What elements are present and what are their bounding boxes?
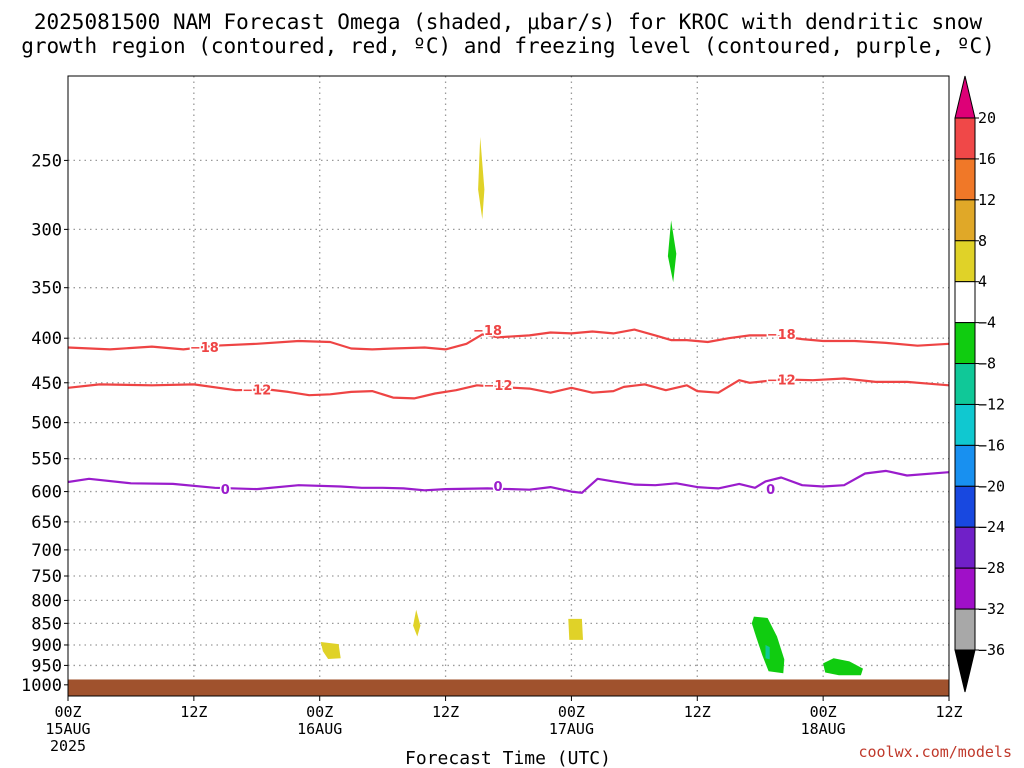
chart-title-line-1: 2025081500 NAM Forecast Omega (shaded, μ… xyxy=(34,10,983,34)
contour-labels: −18 −18 −18 −12 −12 −12 0 0 0 xyxy=(188,323,797,500)
colorbar-label: −8 xyxy=(978,355,996,373)
colorbar-band xyxy=(954,363,976,405)
contour-line xyxy=(68,328,949,351)
colorbar-band xyxy=(954,199,976,242)
y-tick-label: 1000 xyxy=(21,676,62,696)
credit-text: coolwx.com/models xyxy=(858,743,1012,761)
plot-frame xyxy=(67,75,950,697)
omega-region xyxy=(568,618,583,640)
colorbar-top-arrow xyxy=(954,75,976,119)
chart-title-line-2: growth region (contoured, red, ºC) and f… xyxy=(21,34,995,58)
omega-region xyxy=(413,609,421,637)
colorbar-band xyxy=(954,526,976,569)
ground-fill xyxy=(68,679,949,696)
colorbar-band xyxy=(954,485,976,528)
y-tick-label: 250 xyxy=(31,151,62,171)
colorbar-label: 4 xyxy=(978,273,987,291)
omega-region xyxy=(751,616,785,674)
contour-label: 0 xyxy=(221,483,230,498)
x-tick-label: 12Z xyxy=(684,703,711,721)
colorbar-band xyxy=(954,403,976,446)
colorbar-band xyxy=(954,322,976,365)
y-tick-label: 400 xyxy=(31,329,62,349)
y-tick-label: 750 xyxy=(31,567,62,587)
contour-label: −12 xyxy=(242,384,271,399)
y-axis-ticks: 2503003504004505005506006507007508008509… xyxy=(21,151,68,696)
y-tick-label: 350 xyxy=(31,279,62,299)
colorbar-band xyxy=(954,158,976,201)
colorbar: 20 16 12 8 4 −4 −8 −12 −16 −20 −24 −28 −32 −36 xyxy=(954,75,1005,693)
x-tick-label: 12Z xyxy=(180,703,207,721)
colorbar-label: −12 xyxy=(978,395,1005,413)
x-tick-label: 12Z xyxy=(432,703,459,721)
colorbar-label: −28 xyxy=(978,559,1005,577)
x-tick-label: 12Z xyxy=(935,703,962,721)
colorbar-label: −32 xyxy=(978,600,1005,618)
contour-label: −18 xyxy=(190,341,219,356)
y-tick-label: 950 xyxy=(31,656,62,676)
x-tick-label: 00Z xyxy=(54,703,81,721)
x-tick-label: 15AUG xyxy=(45,720,90,738)
y-tick-label: 650 xyxy=(31,513,62,533)
ground-terrain xyxy=(68,679,949,696)
contour-label: −12 xyxy=(484,379,513,394)
colorbar-label: −24 xyxy=(978,518,1005,536)
colorbar-band xyxy=(954,567,976,610)
colorbar-label: −36 xyxy=(978,641,1005,659)
colorbar-label: 12 xyxy=(978,191,996,209)
colorbar-label: 20 xyxy=(978,109,996,127)
contour-line xyxy=(68,377,949,400)
contour-label: 0 xyxy=(766,483,775,498)
x-tick-label: 17AUG xyxy=(549,720,594,738)
x-tick-label: 16AUG xyxy=(297,720,342,738)
colorbar-band xyxy=(954,608,976,651)
temperature-contours xyxy=(68,328,949,494)
colorbar-label: −4 xyxy=(978,314,996,332)
colorbar-band xyxy=(954,240,976,283)
x-tick-label: 2025 xyxy=(50,737,86,755)
colorbar-label: −16 xyxy=(978,436,1005,454)
omega-shading xyxy=(320,137,863,676)
y-tick-label: 450 xyxy=(31,374,62,394)
colorbar-label: −20 xyxy=(978,477,1005,495)
contour-line xyxy=(68,469,949,494)
omega-region xyxy=(765,645,770,660)
colorbar-bottom-arrow xyxy=(954,649,976,693)
y-tick-label: 300 xyxy=(31,220,62,240)
contour-label: 0 xyxy=(493,480,502,495)
x-tick-label: 18AUG xyxy=(801,720,846,738)
chart-title: 2025081500 NAM Forecast Omega (shaded, μ… xyxy=(21,10,995,58)
x-tick-label: 00Z xyxy=(810,703,837,721)
colorbar-band xyxy=(954,444,976,487)
contour-label: −12 xyxy=(767,374,796,389)
omega-region xyxy=(823,658,863,676)
contour-label: −18 xyxy=(767,328,796,343)
colorbar-band xyxy=(954,117,976,160)
y-tick-label: 550 xyxy=(31,450,62,470)
x-tick-label: 00Z xyxy=(558,703,585,721)
omega-region xyxy=(667,220,677,283)
y-tick-label: 800 xyxy=(31,591,62,611)
colorbar-label: 16 xyxy=(978,150,996,168)
y-tick-label: 600 xyxy=(31,483,62,503)
colorbar-band xyxy=(954,281,976,324)
x-axis-label: Forecast Time (UTC) xyxy=(405,748,611,768)
colorbar-label: 8 xyxy=(978,232,987,250)
omega-region xyxy=(320,642,341,659)
y-tick-label: 700 xyxy=(31,541,62,561)
y-tick-label: 500 xyxy=(31,414,62,434)
y-tick-label: 900 xyxy=(31,636,62,656)
x-tick-label: 00Z xyxy=(306,703,333,721)
omega-region xyxy=(478,137,485,220)
contour-label: −18 xyxy=(473,324,502,339)
y-tick-label: 850 xyxy=(31,614,62,634)
